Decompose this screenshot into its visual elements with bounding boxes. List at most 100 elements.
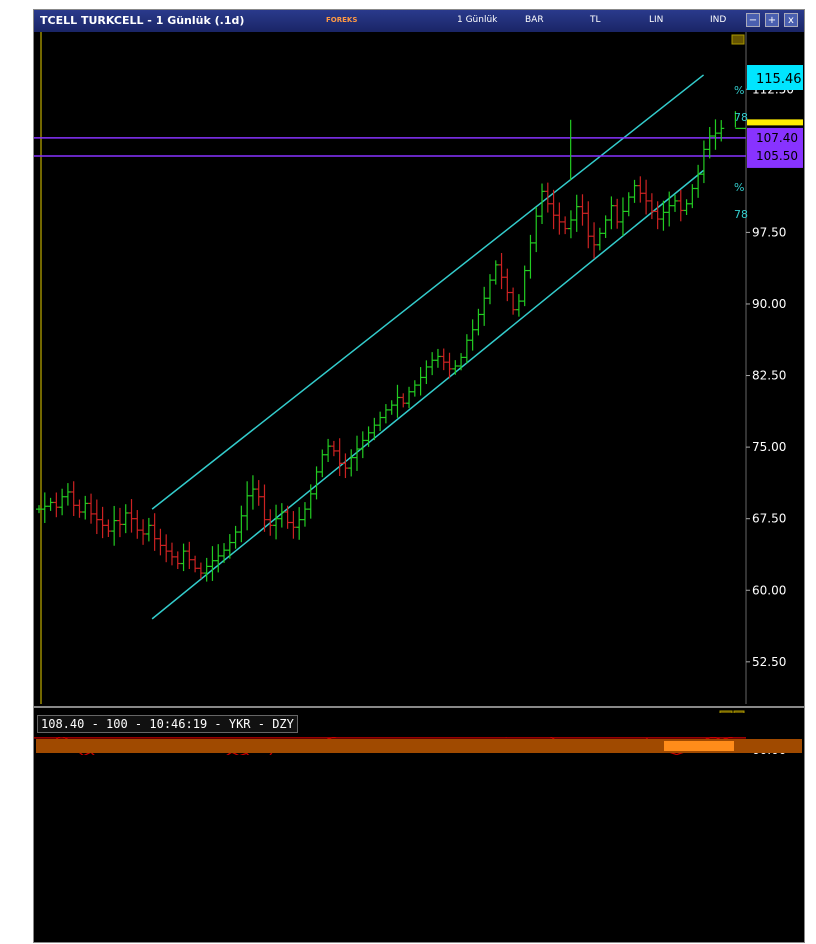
ohlc-bar bbox=[660, 200, 667, 231]
ohlc-bar bbox=[400, 393, 407, 408]
ohlc-bar bbox=[614, 198, 621, 229]
price-label-purple-bg bbox=[747, 127, 803, 168]
ohlc-bar bbox=[625, 192, 632, 217]
window-title: TCELL TURKCELL - 1 Günlük (.1d) bbox=[40, 14, 245, 27]
ohlc-bar bbox=[377, 411, 384, 432]
ohlc-bar bbox=[151, 513, 158, 551]
scrollbar-thumb[interactable] bbox=[664, 741, 734, 751]
ohlc-bar bbox=[70, 481, 77, 517]
ohlc-bar bbox=[36, 505, 42, 514]
title-bar: TCELL TURKCELL - 1 Günlük (.1d) FOREKS 1… bbox=[34, 10, 804, 32]
ohlc-bar bbox=[111, 505, 118, 546]
price-label-lower: 105.50 bbox=[756, 149, 798, 163]
ohlc-bar bbox=[458, 353, 465, 371]
ohlc-bar bbox=[643, 179, 650, 215]
ohlc-bar bbox=[64, 483, 71, 506]
ohlc-bar bbox=[163, 534, 170, 563]
ohlc-bar bbox=[423, 360, 430, 385]
ohlc-bar bbox=[128, 499, 135, 533]
ohlc-bar bbox=[492, 260, 499, 285]
toolbar-indicator[interactable]: IND bbox=[710, 15, 727, 25]
ohlc-bar bbox=[296, 507, 303, 540]
ohlc-bar bbox=[325, 438, 332, 462]
ohlc-bar bbox=[301, 502, 308, 527]
maximize-icon[interactable]: + bbox=[765, 13, 779, 27]
ohlc-bar bbox=[521, 265, 528, 307]
minimize-icon[interactable]: − bbox=[746, 13, 760, 27]
ohlc-bar bbox=[232, 525, 239, 549]
ohlc-bar bbox=[533, 206, 540, 253]
ohlc-bar bbox=[706, 127, 713, 159]
y-tick-label: 90.00 bbox=[752, 297, 786, 311]
ohlc-bar bbox=[544, 182, 551, 213]
ohlc-bar bbox=[486, 274, 493, 305]
y-tick-label: 75.00 bbox=[752, 440, 786, 454]
ohlc-bar bbox=[539, 183, 546, 225]
chart-window: 112.5097.5090.0082.5075.0067.5060.0052.5… bbox=[33, 9, 805, 943]
ohlc-bar bbox=[238, 505, 245, 543]
ohlc-bar bbox=[446, 352, 453, 379]
ohlc-bar bbox=[76, 499, 83, 518]
ohlc-bar bbox=[683, 199, 690, 215]
ohlc-bar bbox=[122, 504, 129, 534]
ohlc-bar bbox=[221, 543, 228, 563]
ohlc-bar bbox=[406, 386, 413, 409]
y-tick-label: 97.50 bbox=[752, 225, 786, 239]
ohlc-bar bbox=[209, 546, 216, 581]
ohlc-bar bbox=[515, 294, 522, 317]
ohlc-bar bbox=[394, 384, 401, 418]
ohlc-bar bbox=[93, 499, 100, 535]
y-tick-label: 67.50 bbox=[752, 512, 786, 526]
ohlc-bar bbox=[596, 227, 603, 251]
ohlc-bar bbox=[556, 202, 563, 235]
ohlc-bar bbox=[53, 492, 60, 518]
ohlc-bar bbox=[354, 435, 361, 471]
toolbar-period[interactable]: 1 Günlük bbox=[457, 15, 498, 25]
toolbar-bar[interactable]: BAR bbox=[525, 15, 544, 25]
channel-upper-line bbox=[151, 74, 705, 510]
ohlc-bar bbox=[330, 440, 337, 457]
ohlc-bar bbox=[654, 201, 661, 230]
ohlc-bar bbox=[82, 495, 89, 520]
ohlc-bar bbox=[168, 542, 175, 566]
ohlc-bar bbox=[371, 417, 378, 441]
ohlc-bar bbox=[255, 480, 262, 506]
panel-tag-icon bbox=[731, 34, 745, 45]
ohlc-bar bbox=[59, 488, 66, 516]
y-tick-label: 82.50 bbox=[752, 369, 786, 383]
ohlc-bar bbox=[411, 380, 418, 397]
close-icon[interactable]: x bbox=[784, 13, 798, 27]
ohlc-bar bbox=[677, 190, 684, 222]
price-panel-bg bbox=[34, 32, 804, 704]
foreks-logo: FOREKS bbox=[326, 16, 358, 24]
ohlc-bar bbox=[88, 493, 95, 524]
chart-canvas[interactable]: 112.5097.5090.0082.5075.0067.5060.0052.5… bbox=[34, 10, 804, 755]
ohlc-bar bbox=[469, 319, 476, 351]
toolbar-scale[interactable]: LIN bbox=[649, 15, 664, 25]
ohlc-bar bbox=[319, 449, 326, 478]
ohlc-bar bbox=[579, 194, 586, 226]
ohlc-bar bbox=[475, 308, 482, 336]
y-tick-label: 60.00 bbox=[752, 583, 786, 597]
ohlc-bar bbox=[591, 222, 598, 259]
toolbar-currency[interactable]: TL bbox=[590, 15, 601, 25]
price-label-top: 115.46 bbox=[756, 72, 802, 87]
bottom-toolbar bbox=[34, 755, 804, 942]
ohlc-bar bbox=[197, 562, 204, 579]
ohlc-bar bbox=[718, 120, 725, 142]
horizontal-scrollbar[interactable] bbox=[36, 739, 802, 753]
ohlc-bar bbox=[180, 543, 187, 572]
channel-78-label: 78 bbox=[734, 208, 748, 221]
ohlc-bar bbox=[567, 210, 574, 239]
ohlc-bar bbox=[261, 484, 268, 532]
ohlc-bar bbox=[116, 507, 123, 538]
ohlc-bar bbox=[359, 431, 366, 459]
price-label-last-bg bbox=[747, 119, 803, 126]
ohlc-bar bbox=[672, 194, 679, 212]
ohlc-bar bbox=[695, 164, 702, 198]
ohlc-bar bbox=[174, 551, 181, 569]
ohlc-bar bbox=[648, 193, 655, 220]
ohlc-bar bbox=[99, 506, 106, 539]
ohlc-bar bbox=[47, 497, 54, 511]
channel-pct-label: % bbox=[734, 84, 744, 97]
